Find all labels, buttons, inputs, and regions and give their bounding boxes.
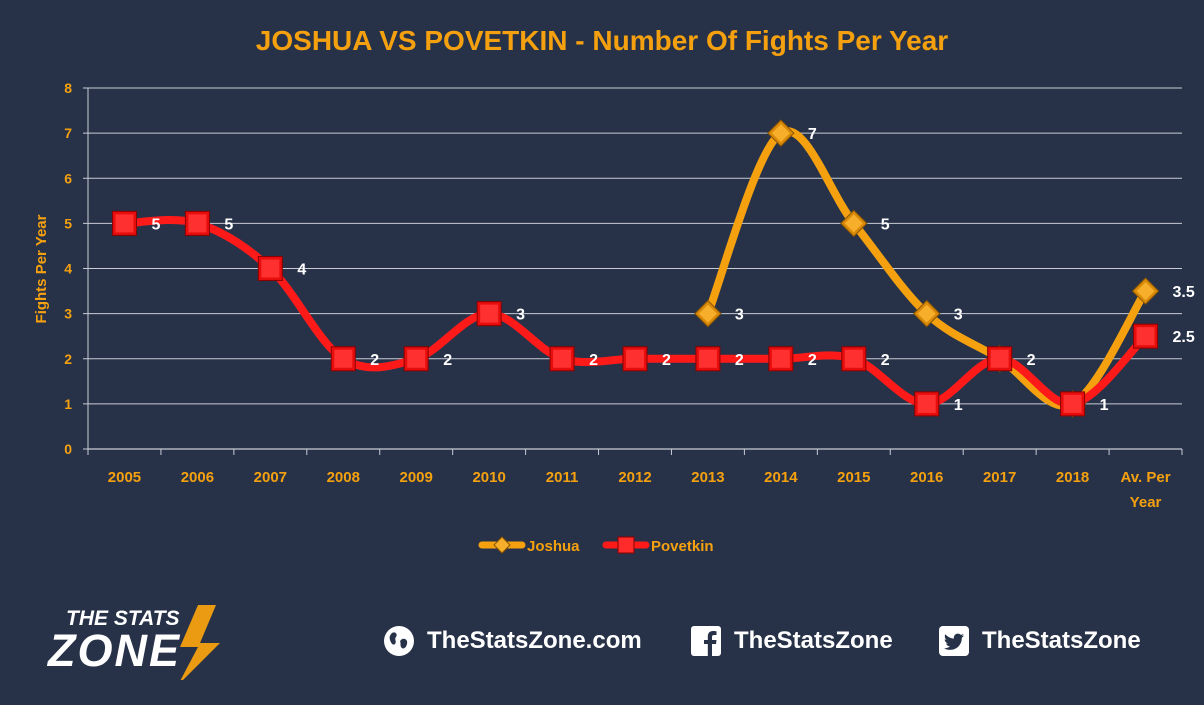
series-line-povetkin	[120, 216, 1150, 408]
y-tick-label: 4	[64, 261, 72, 277]
twitter-text: TheStatsZone	[982, 627, 1141, 654]
axes: 0 1 2 3 4 5 6 7 8 2005 2006 2007 2008 2009 2010 2011 201…	[64, 80, 1183, 511]
data-point-povetkin	[768, 346, 794, 372]
legend: Joshua Povetkin	[478, 536, 714, 555]
data-point-joshua	[1131, 277, 1160, 305]
data-label-povetkin: 2	[589, 352, 598, 369]
globe-icon	[384, 626, 414, 656]
y-tick-label: 2	[64, 351, 72, 367]
twitter-link[interactable]: TheStatsZone	[938, 621, 1141, 661]
x-tick-label: 2015	[837, 469, 870, 486]
twitter-icon	[939, 626, 969, 656]
data-point-povetkin	[330, 346, 356, 372]
chart-title: JOSHUA VS POVETKIN - Number Of Fights Pe…	[256, 25, 948, 56]
data-label-povetkin: 1	[1100, 397, 1109, 414]
data-point-povetkin	[184, 210, 210, 236]
y-tick-label: 8	[64, 80, 72, 96]
website-text: TheStatsZone.com	[427, 627, 642, 654]
data-point-povetkin	[695, 346, 721, 372]
data-point-joshua	[767, 119, 795, 147]
data-point-povetkin	[914, 391, 940, 417]
x-tick-label: 2017	[983, 469, 1016, 486]
chart: JOSHUA VS POVETKIN - Number Of Fights Pe…	[33, 25, 1195, 555]
y-tick-label: 0	[64, 441, 72, 457]
facebook-link[interactable]: TheStatsZone	[690, 621, 893, 661]
logo-line1: THE STATS	[66, 607, 180, 630]
data-label-joshua: 3	[735, 307, 744, 324]
y-tick-label: 1	[64, 396, 72, 412]
y-tick-label: 3	[64, 306, 72, 322]
y-tick-label: 5	[64, 215, 72, 231]
data-label-povetkin: 2	[370, 352, 379, 369]
logo-line2: ZONE	[48, 625, 182, 676]
y-tick-label: 7	[64, 125, 72, 141]
legend-marker-povetkin	[617, 536, 635, 554]
data-point-povetkin	[257, 256, 283, 281]
data-label-povetkin: 5	[151, 216, 160, 233]
data-point-povetkin	[987, 346, 1013, 372]
y-tick-label: 6	[64, 170, 72, 186]
data-label-povetkin: 1	[954, 397, 963, 414]
markers	[111, 119, 1160, 418]
data-point-joshua	[840, 209, 868, 238]
facebook-icon	[691, 626, 721, 656]
data-label-povetkin: 2	[662, 352, 671, 369]
data-point-povetkin	[476, 301, 502, 327]
data-label-joshua: 3.5	[1173, 284, 1195, 301]
data-point-joshua	[913, 299, 941, 328]
data-point-povetkin	[1133, 323, 1159, 349]
x-tick-label: 2008	[327, 469, 360, 486]
data-label-povetkin: 2	[443, 352, 452, 369]
data-label-joshua: 3	[954, 307, 963, 324]
x-tick-label: 2011	[546, 469, 579, 486]
data-label-povetkin: 2	[735, 352, 744, 369]
x-tick-label: 2016	[910, 469, 943, 486]
footer: THE STATS ZONE TheStatsZone.com TheStats…	[0, 595, 1204, 705]
x-tick-label: Av. Per	[1121, 469, 1171, 486]
data-label-povetkin: 5	[224, 216, 233, 233]
data-point-povetkin	[111, 210, 137, 236]
x-tick-label: 2010	[472, 469, 505, 486]
data-point-povetkin	[1060, 391, 1086, 417]
x-tick-label: 2014	[764, 469, 798, 486]
x-tick-label: 2012	[618, 469, 651, 486]
data-point-povetkin	[622, 346, 648, 372]
website-link[interactable]: TheStatsZone.com	[383, 621, 642, 661]
data-label-joshua: 5	[881, 216, 890, 233]
data-label-povetkin: 3	[516, 307, 525, 324]
data-label-povetkin: 2	[808, 352, 817, 369]
data-point-povetkin	[403, 346, 429, 372]
x-tick-label: 2018	[1056, 469, 1089, 486]
stats-zone-logo: THE STATS ZONE	[48, 605, 253, 680]
x-tick-label: 2009	[400, 469, 433, 486]
legend-label-joshua: Joshua	[527, 538, 580, 555]
data-label-povetkin: 2.5	[1173, 329, 1195, 346]
legend-label-povetkin: Povetkin	[651, 538, 714, 555]
data-label-povetkin: 4	[297, 262, 306, 279]
x-tick-label: 2013	[691, 469, 724, 486]
data-point-povetkin	[841, 346, 867, 372]
data-point-povetkin	[549, 346, 575, 372]
logo-bolt-icon	[180, 605, 220, 680]
x-tick-label: 2007	[254, 469, 287, 486]
x-tick-label: Year	[1130, 494, 1162, 511]
data-label-joshua: 7	[808, 126, 817, 143]
y-axis-label: Fights Per Year	[33, 214, 50, 323]
data-label-povetkin: 2	[1027, 352, 1036, 369]
x-tick-label: 2005	[108, 469, 141, 486]
data-labels: 3 7 5 3 3.5 5 5 4 2 2 3 2 2 2 2 2 1 2 1 2.5	[151, 126, 1194, 414]
x-tick-label: 2006	[181, 469, 214, 486]
data-point-joshua	[694, 299, 722, 328]
legend-marker-joshua	[493, 536, 511, 554]
facebook-text: TheStatsZone	[734, 627, 893, 654]
data-label-povetkin: 2	[881, 352, 890, 369]
